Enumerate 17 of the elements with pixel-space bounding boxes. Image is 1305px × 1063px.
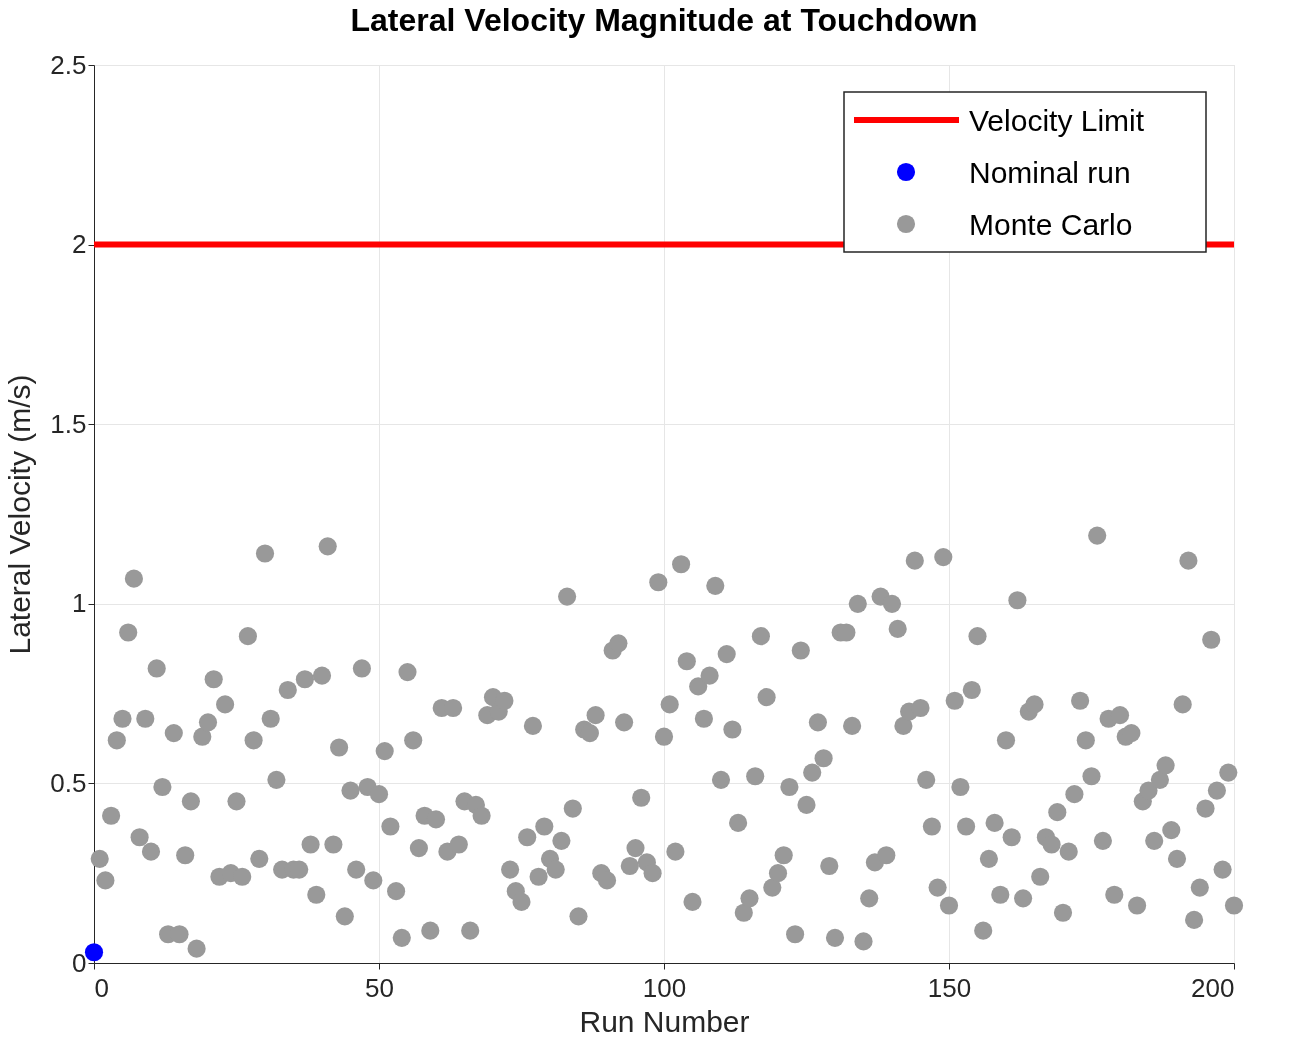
y-tick-label: 0 bbox=[72, 947, 87, 978]
y-tick-label: 2 bbox=[72, 229, 87, 260]
x-tick-label: 150 bbox=[927, 972, 972, 1003]
y-axis-title: Lateral Velocity (m/s) bbox=[3, 374, 37, 655]
x-axis-title: Run Number bbox=[579, 1004, 750, 1038]
y-tick-label: 0.5 bbox=[50, 767, 87, 798]
legend-label: Nominal run bbox=[969, 156, 1131, 189]
x-tick-label: 0 bbox=[94, 972, 109, 1003]
y-tick-label: 1.5 bbox=[50, 408, 87, 439]
x-tick-label: 200 bbox=[1191, 972, 1235, 1003]
x-tick-label: 50 bbox=[365, 972, 394, 1003]
legend-label: Velocity Limit bbox=[969, 104, 1145, 137]
legend-label: Monte Carlo bbox=[969, 208, 1133, 241]
y-tick-label: 2.5 bbox=[50, 49, 87, 80]
x-tick-label: 100 bbox=[642, 972, 687, 1003]
chart-title: Lateral Velocity Magnitude at Touchdown bbox=[350, 2, 978, 38]
y-tick-label: 1 bbox=[72, 588, 87, 619]
